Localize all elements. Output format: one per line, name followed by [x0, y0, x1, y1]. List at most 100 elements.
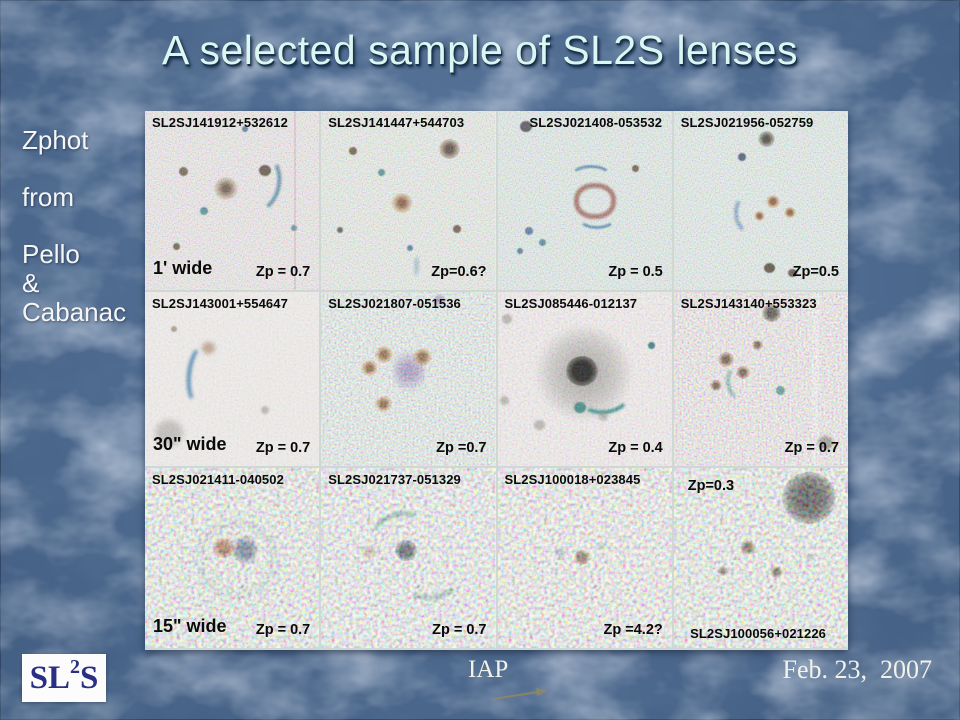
lens-id-label: SL2SJ021737-051329 [328, 472, 461, 487]
galaxy-blob [349, 147, 358, 155]
galaxy-blob [524, 227, 533, 235]
zphot-label: Zp =0.7 [436, 440, 487, 456]
slide-title: A selected sample of SL2S lenses [162, 27, 798, 73]
lens-image [321, 468, 495, 648]
arrow-icon [492, 688, 548, 700]
sidebar-line: Zphot [22, 125, 89, 155]
galaxy-blob [763, 263, 775, 273]
lens-panel: SL2SJ143140+553323 Zp = 0.7 [673, 292, 848, 466]
galaxy-blob [737, 153, 746, 161]
lens-id-label: SL2SJ100056+021226 [690, 625, 826, 641]
lensed-arc [414, 257, 420, 275]
galaxy-blob [597, 542, 605, 549]
scale-label: 15" wide [153, 616, 227, 636]
logo-text: SL [29, 659, 70, 696]
lens-panel: SL2SJ100056+021226 Zp=0.3 [673, 468, 848, 648]
lens-id-label: SL2SJ021956-052759 [680, 115, 814, 130]
zphot-label: Zp = 0.7 [784, 440, 839, 456]
galaxy-blob [179, 167, 188, 176]
galaxy-blob [259, 165, 271, 176]
galaxy-blob [757, 131, 775, 147]
lensed-arc [183, 342, 219, 408]
zphot-label: Zp = 0.7 [255, 440, 311, 456]
lens-image [674, 468, 848, 648]
galaxy-blob [361, 360, 379, 376]
scale-label: 1' wide [153, 258, 213, 278]
lens-id-label: SL2SJ021411-040502 [152, 472, 284, 487]
lensed-arc [400, 554, 464, 604]
galaxy-blob [717, 566, 728, 576]
galaxy-blob [173, 243, 180, 250]
zphot-label: Zp = 0.7 [432, 622, 487, 638]
zphot-label: Zp=0.3 [687, 478, 735, 494]
galaxy-blob [439, 139, 461, 159]
galaxy-blob [739, 540, 756, 555]
zphot-label: Zp=0.6? [431, 264, 487, 280]
galaxy-blob [805, 554, 813, 561]
lens-id-label: SL2SJ141447+544703 [328, 115, 465, 130]
galaxy-blob [407, 245, 414, 251]
date-label: Feb. 23, 2007 [782, 655, 933, 684]
galaxy-blob [378, 169, 386, 176]
lens-panel: SL2SJ021956-052759 Zp=0.5 [673, 111, 848, 290]
galaxy-blob [781, 472, 836, 524]
zphot-label: Zp =4.2? [603, 622, 663, 638]
sidebar-credit: Zphot from Pello & Cabanac [22, 126, 126, 327]
zphot-label: Zp = 0.7 [255, 622, 311, 638]
lens-panel: SL2SJ141447+544703 Zp=0.6? [321, 111, 496, 290]
lens-panel: SL2SJ021408-053532 Zp = 0.5 [497, 111, 672, 290]
galaxy-blob [775, 386, 785, 395]
galaxy-blob [337, 227, 344, 233]
galaxy-halo [195, 520, 279, 598]
zphot-label: Zp = 0.5 [608, 264, 663, 280]
galaxy-blob [573, 402, 586, 413]
lens-id-label: SL2SJ143001+554647 [152, 296, 288, 311]
scale-label: 30" wide [153, 434, 227, 454]
galaxy-blob [751, 340, 763, 350]
lens-id-label: SL2SJ141912+532612 [152, 115, 288, 130]
galaxy-blob [375, 346, 394, 363]
logo-superscript: 2 [70, 656, 80, 678]
galaxy-blob [783, 207, 796, 218]
lens-panel: SL2SJ021807-051536 Zp =0.7 [321, 292, 496, 466]
logo-text: S [80, 659, 99, 696]
galaxy-blob [538, 239, 546, 246]
galaxy-blob [413, 348, 433, 366]
lens-id-label: SL2SJ021807-051536 [328, 296, 461, 311]
lensed-arc [231, 149, 287, 217]
galaxy-blob [647, 342, 655, 349]
zphot-label: Zp = 0.4 [608, 440, 663, 456]
galaxy-blob [375, 396, 393, 412]
galaxy-blob [200, 207, 208, 215]
galaxy-blob [555, 548, 565, 557]
galaxy-blob [765, 195, 780, 208]
lensed-arc [363, 503, 435, 567]
lensed-arc [577, 207, 616, 229]
lens-image [498, 468, 672, 648]
lens-id-label: SL2SJ143140+553323 [680, 296, 817, 311]
galaxy-blob [631, 165, 639, 172]
galaxy-blob [533, 420, 545, 430]
galaxy-blob [565, 356, 598, 386]
sidebar-line: Cabanac [22, 297, 127, 327]
lensed-arc [730, 190, 771, 238]
lens-montage: SL2SJ141912+532612 1' wide Zp = 0.7 SL2S… [145, 111, 848, 650]
galaxy-blob [202, 342, 215, 354]
galaxy-blob [516, 248, 523, 254]
galaxy-blob [261, 406, 269, 414]
galaxy-blob [499, 396, 509, 405]
lens-panel: SL2SJ085446-012137 Zp = 0.4 [497, 292, 672, 466]
sidebar-line: & [22, 268, 40, 298]
lens-panel: SL2SJ143001+554647 30" wide Zp = 0.7 [145, 292, 320, 466]
lensed-arc [569, 165, 612, 189]
lens-id-label: SL2SJ100018+023845 [504, 472, 641, 487]
galaxy-blob [363, 546, 377, 558]
lens-id-label: SL2SJ021408-053532 [529, 115, 663, 130]
galaxy-blob [769, 566, 783, 578]
sidebar-line: Pello [22, 239, 80, 269]
galaxy-blob [453, 225, 462, 233]
galaxy-blob [597, 412, 608, 421]
galaxy-blob [391, 193, 414, 213]
zphot-label: Zp = 0.7 [255, 264, 311, 280]
